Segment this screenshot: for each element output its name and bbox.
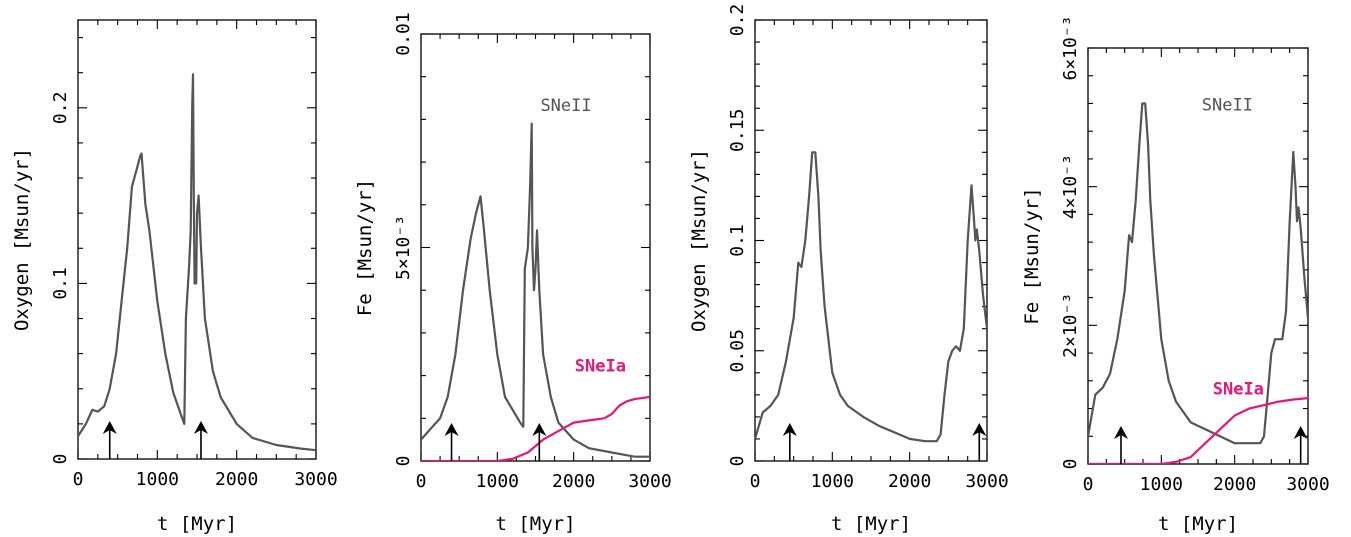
x-tick-label: 3000 <box>628 471 671 492</box>
x-tick-label: 2000 <box>215 469 258 490</box>
x-tick-label: 2000 <box>552 471 595 492</box>
x-tick-label: 0 <box>1083 474 1094 495</box>
y-tick-label: 0 <box>1060 459 1081 470</box>
y-tick-label: 6×10⁻³ <box>1060 15 1081 80</box>
y-tick-label: 2×10⁻³ <box>1060 293 1081 358</box>
arrow-marker <box>972 423 987 461</box>
annotation-sneii: SNeII <box>1202 95 1253 115</box>
arrow-marker <box>102 421 117 459</box>
x-tick-label: 0 <box>750 471 761 492</box>
arrow-marker <box>1293 426 1308 464</box>
arrow-marker <box>444 423 459 461</box>
y-axis-label: Oxygen [Msun/yr] <box>11 148 33 331</box>
y-tick-label: 4×10⁻³ <box>1060 154 1081 219</box>
y-tick-label: 0.15 <box>727 109 748 152</box>
arrow-marker <box>532 423 547 461</box>
x-tick-label: 1000 <box>136 469 179 490</box>
x-axis-label: t [Myr] <box>1158 513 1238 535</box>
x-tick-label: 1000 <box>476 471 519 492</box>
y-tick-label: 0 <box>727 456 748 467</box>
y-tick-label: 0.1 <box>50 267 71 300</box>
series-line-sneia <box>1088 397 1308 464</box>
y-tick-label: 0.05 <box>727 329 748 372</box>
series-line-main <box>755 151 987 443</box>
series-line-sneii <box>421 122 650 458</box>
x-tick-label: 3000 <box>294 469 337 490</box>
annotation-sneia: SNeIa <box>575 356 626 376</box>
y-tick-label: 5×10⁻³ <box>393 215 414 280</box>
y-tick-label: 0.2 <box>727 4 748 37</box>
y-tick-label: 0.01 <box>393 12 414 55</box>
x-tick-label: 1000 <box>811 471 854 492</box>
y-tick-label: 0.2 <box>50 92 71 125</box>
plot-frame <box>754 19 988 462</box>
annotation-sneii: SNeII <box>540 96 591 116</box>
annotation-sneia: SNeIa <box>1213 380 1264 400</box>
x-tick-label: 0 <box>73 469 84 490</box>
y-tick-label: 0 <box>393 456 414 467</box>
x-tick-label: 3000 <box>1286 474 1329 495</box>
series-line-sneii <box>1088 102 1308 445</box>
arrow-marker <box>1114 426 1128 464</box>
y-tick-label: 0 <box>50 454 71 465</box>
chart-panel-3: 0 1000 2000 3000 0 0.05 0.1 0.15 0.2 t [Myr] Oxyge… <box>688 4 1009 535</box>
y-axis-label: Fe [Msun/yr] <box>354 179 376 316</box>
series-line-main <box>78 73 316 452</box>
series-line-sneia <box>421 395 650 461</box>
arrow-marker <box>193 421 208 459</box>
x-axis-label: t [Myr] <box>157 513 237 535</box>
x-tick-label: 0 <box>416 471 427 492</box>
y-tick-label: 0.1 <box>727 224 748 257</box>
y-axis-label: Fe [Msun/yr] <box>1021 187 1043 324</box>
x-axis-label: t [Myr] <box>831 513 911 535</box>
chart-panel-4: 0 1000 2000 3000 0 2×10⁻³ 4×10⁻³ 6×10⁻³ t [Myr] F… <box>1021 15 1330 535</box>
chart-panel-2: 0 1000 2000 3000 0 5×10⁻³ 0.01 t [Myr] Fe [Msun/… <box>354 12 672 535</box>
chart-panel-1: 0 1000 2000 3000 0 0.1 0.2 t [Myr] Oxygen [Msun/… <box>11 19 338 535</box>
x-tick-label: 3000 <box>965 471 1008 492</box>
x-axis-label: t [Myr] <box>495 513 575 535</box>
arrow-marker <box>782 423 797 461</box>
y-axis-label: Oxygen [Msun/yr] <box>688 149 710 332</box>
x-tick-label: 2000 <box>1213 474 1256 495</box>
x-tick-label: 1000 <box>1140 474 1183 495</box>
x-tick-label: 2000 <box>888 471 931 492</box>
